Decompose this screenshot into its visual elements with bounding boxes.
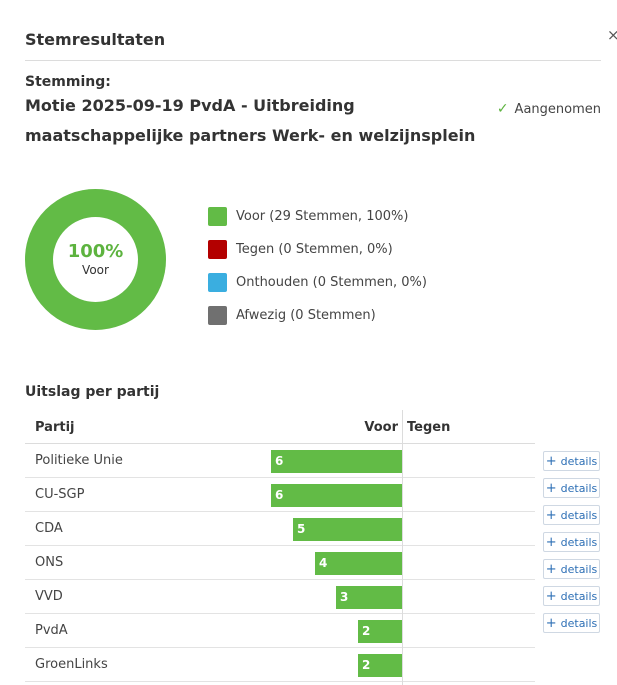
details-column: + details + details + details + details + details… (543, 444, 600, 640)
table-body: Politieke Unie 6 CU-SGP 6 CDA 5 ONS 4 VVD 3 PvdA 2 G… (25, 444, 535, 682)
details-label: details (560, 481, 598, 495)
legend-item: Afwezig (0 Stemmen) (208, 299, 427, 332)
legend-item: Tegen (0 Stemmen, 0%) (208, 233, 427, 266)
plus-icon: + (545, 480, 557, 496)
modal-title: Stemresultaten (25, 30, 166, 49)
donut-center: 100% Voor (25, 189, 166, 330)
details-button[interactable]: + details (543, 532, 600, 552)
donut-percent: 100% (67, 240, 124, 262)
legend-item: Voor (29 Stemmen, 100%) (208, 200, 427, 233)
voor-bar: 6 (271, 484, 402, 507)
vote-legend: Voor (29 Stemmen, 100%) Tegen (0 Stemmen,… (208, 200, 427, 332)
table-row: CDA 5 (25, 512, 535, 546)
legend-item: Onthouden (0 Stemmen, 0%) (208, 266, 427, 299)
details-label: details (560, 589, 598, 603)
donut-svg (25, 189, 166, 330)
party-name: VVD (35, 589, 63, 604)
party-name: CU-SGP (35, 487, 85, 502)
party-name: ONS (35, 555, 64, 570)
details-label: details (560, 535, 598, 549)
voor-count: 6 (275, 454, 284, 468)
voor-count: 5 (297, 522, 306, 536)
voor-count: 4 (319, 556, 328, 570)
voor-bar: 2 (358, 620, 402, 643)
details-label: details (560, 616, 598, 630)
voor-bar: 2 (358, 654, 402, 677)
details-label: details (560, 562, 598, 576)
table-row: CU-SGP 6 (25, 478, 535, 512)
donut-label: Voor (82, 262, 109, 277)
table-row: VVD 3 (25, 580, 535, 614)
plus-icon: + (545, 534, 557, 550)
party-name: Politieke Unie (35, 453, 123, 468)
motion-title: Motie 2025-09-19 PvdA - Uitbreiding maat… (25, 96, 476, 145)
column-header-voor: Voor (364, 420, 398, 435)
legend-swatch (208, 240, 227, 259)
section-title: Uitslag per partij (25, 384, 160, 400)
table-header: Partij Voor Tegen (25, 410, 535, 444)
voor-count: 2 (362, 658, 371, 672)
results-table: Partij Voor Tegen Politieke Unie 6 CU-SGP 6… (25, 410, 535, 685)
donut-arc-voor (25, 189, 166, 330)
party-name: GroenLinks (35, 657, 108, 672)
plus-icon: + (545, 453, 557, 469)
party-name: PvdA (35, 623, 68, 638)
column-header-tegen: Tegen (407, 420, 451, 435)
status-badge: ✓ Aangenomen (497, 101, 601, 117)
table-row: Politieke Unie 6 (25, 444, 535, 478)
voor-bar: 3 (336, 586, 402, 609)
close-icon[interactable]: × (607, 26, 617, 44)
voor-count: 3 (340, 590, 349, 604)
column-header-party: Partij (35, 420, 75, 435)
legend-label: Tegen (0 Stemmen, 0%) (236, 242, 393, 257)
donut-chart: 100% Voor (25, 189, 166, 330)
legend-swatch (208, 306, 227, 325)
details-button[interactable]: + details (543, 451, 600, 471)
legend-label: Onthouden (0 Stemmen, 0%) (236, 275, 427, 290)
check-icon: ✓ (496, 101, 509, 117)
details-button[interactable]: + details (543, 505, 600, 525)
plus-icon: + (545, 561, 557, 577)
plus-icon: + (545, 615, 557, 631)
voor-bar: 6 (271, 450, 402, 473)
title-divider (25, 60, 601, 61)
party-name: CDA (35, 521, 63, 536)
details-label: details (560, 508, 598, 522)
legend-label: Voor (29 Stemmen, 100%) (236, 209, 409, 224)
details-label: details (560, 454, 598, 468)
table-row: GroenLinks 2 (25, 648, 535, 682)
details-button[interactable]: + details (543, 586, 600, 606)
voor-count: 6 (275, 488, 284, 502)
plus-icon: + (545, 588, 557, 604)
legend-swatch (208, 273, 227, 292)
status-text: Aangenomen (514, 101, 601, 117)
details-button[interactable]: + details (543, 559, 600, 579)
legend-label: Afwezig (0 Stemmen) (236, 308, 376, 323)
voor-count: 2 (362, 624, 371, 638)
column-divider (402, 410, 403, 685)
vote-label: Stemming: (25, 74, 111, 90)
legend-swatch (208, 207, 227, 226)
voor-bar: 4 (315, 552, 402, 575)
table-row: PvdA 2 (25, 614, 535, 648)
table-row: ONS 4 (25, 546, 535, 580)
details-button[interactable]: + details (543, 613, 600, 633)
details-button[interactable]: + details (543, 478, 600, 498)
plus-icon: + (545, 507, 557, 523)
voor-bar: 5 (293, 518, 402, 541)
